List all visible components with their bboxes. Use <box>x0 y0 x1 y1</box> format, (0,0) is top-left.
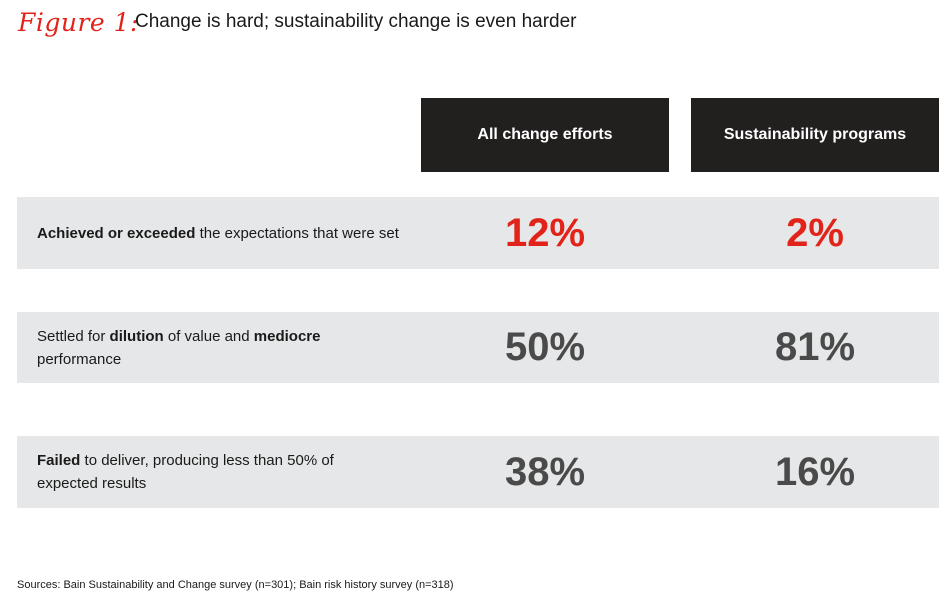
table-row-achieved: Achieved or exceeded the expectations th… <box>17 197 939 269</box>
label-part: dilution <box>109 327 164 345</box>
source-note: Sources: Bain Sustainability and Change … <box>17 579 454 591</box>
figure-title: Change is hard; sustainability change is… <box>135 11 577 32</box>
row-label: Failed to deliver, producing less than 5… <box>37 436 377 508</box>
row-label: Settled for dilution of value and medioc… <box>37 312 407 383</box>
value-all-change: 38% <box>504 449 586 494</box>
label-part: mediocre <box>253 327 321 345</box>
value-sustainability: 2% <box>786 210 844 255</box>
value-sustainability: 16% <box>774 449 856 494</box>
value-all-change: 50% <box>504 325 586 369</box>
label-part: performance <box>37 350 122 368</box>
value-all-change: 12% <box>504 210 586 255</box>
table-row-settled: Settled for dilution of value and medioc… <box>17 312 939 383</box>
row-label: Achieved or exceeded the expectations th… <box>37 197 407 269</box>
label-part: Failed <box>37 452 81 469</box>
label-part: Achieved or exceeded <box>37 224 196 242</box>
table-row-failed: Failed to deliver, producing less than 5… <box>17 436 939 508</box>
label-part: of value and <box>163 327 254 345</box>
figure-label: Figure 1: <box>18 8 139 37</box>
value-sustainability: 81% <box>774 325 856 369</box>
label-part: Settled for <box>37 327 110 345</box>
column-header-all-change: All change efforts <box>421 98 669 172</box>
column-header-sustainability: Sustainability programs <box>691 98 939 172</box>
label-part: to deliver, producing less than 50% of e… <box>37 452 334 492</box>
label-part: the expectations that were set <box>195 224 399 242</box>
